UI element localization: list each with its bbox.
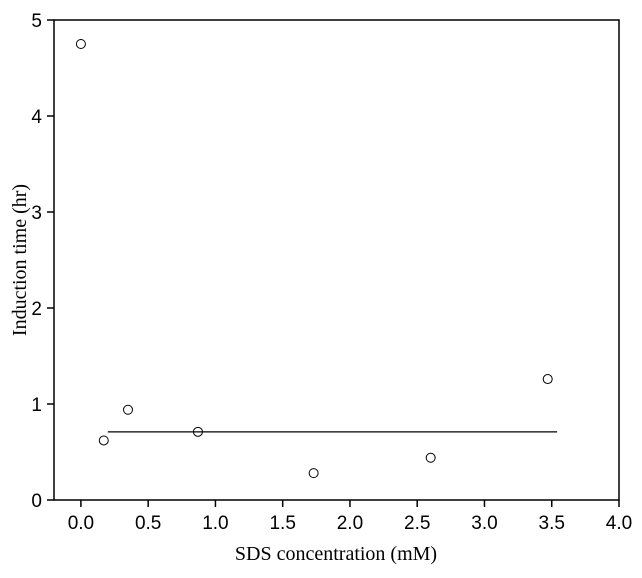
point — [192, 426, 203, 437]
x-axis-label: SDS concentration (mM) — [235, 543, 437, 565]
point — [98, 435, 109, 446]
x-tick-label: 4.0 — [606, 513, 632, 534]
y-axis-label: Induction time (hr) — [9, 184, 31, 336]
x-tick-label: 3.0 — [471, 513, 497, 534]
x-tick-label: 3.5 — [539, 513, 565, 534]
x-tick-label: 1.0 — [202, 513, 228, 534]
point — [542, 374, 553, 385]
x-tick-label: 0.5 — [135, 513, 161, 534]
x-tick-label: 0.0 — [68, 513, 94, 534]
plot-frame — [53, 19, 620, 501]
x-tick-label: 2.0 — [337, 513, 363, 534]
y-tick-label: 4 — [31, 107, 42, 128]
y-tick-label: 2 — [31, 299, 42, 320]
x-tick-label: 2.5 — [404, 513, 430, 534]
y-tick-label: 0 — [31, 491, 42, 512]
point — [425, 452, 436, 463]
point — [122, 404, 133, 415]
x-tick-label: 1.5 — [269, 513, 295, 534]
point — [308, 468, 319, 479]
y-tick-label: 1 — [31, 395, 42, 416]
y-tick-label: 3 — [31, 203, 42, 224]
y-tick-label: 5 — [31, 11, 42, 32]
point — [75, 39, 86, 49]
